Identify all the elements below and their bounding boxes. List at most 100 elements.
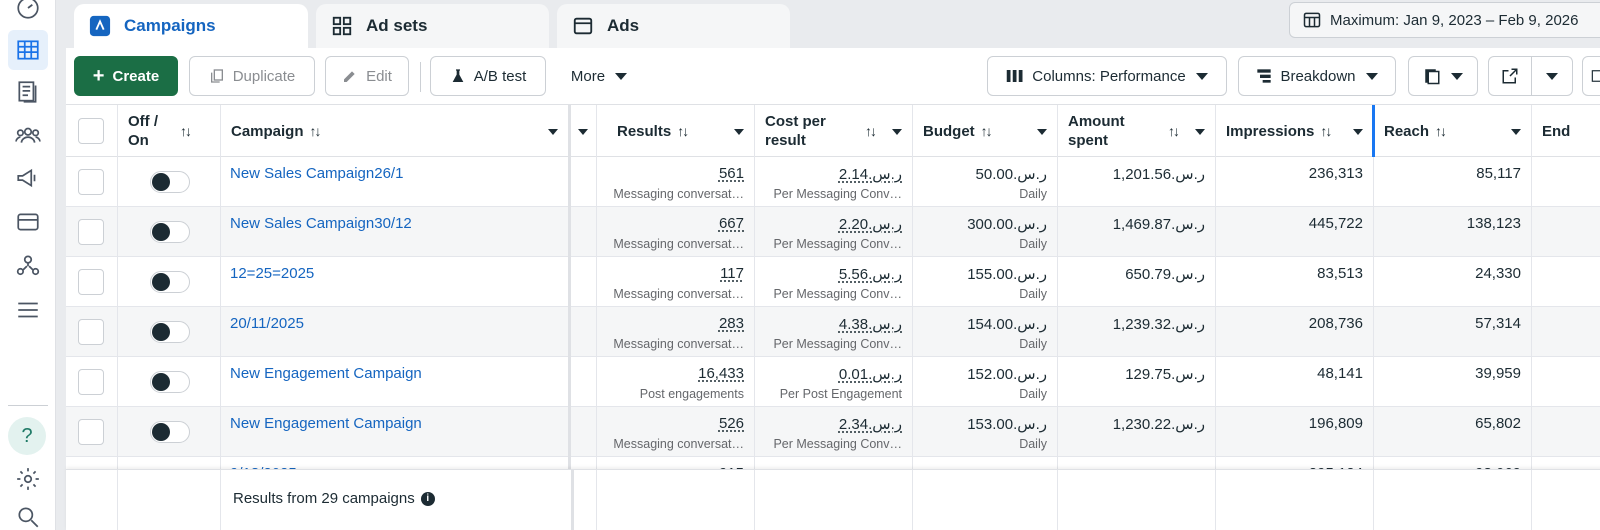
table-row[interactable]: New Sales Campaign30/12 667 Messaging conv… [66,207,1600,257]
campaign-name-link[interactable]: New Sales Campaign30/12 [230,215,412,232]
cost-per-result-value[interactable]: 5.56.ر.س [838,266,902,283]
chevron-down-icon[interactable] [1353,129,1363,135]
table-row[interactable]: New Sales Campaign26/1 561 Messaging conve… [66,157,1600,207]
campaign-name-link[interactable]: New Engagement Campaign [230,415,422,432]
business-icon[interactable] [8,245,48,285]
menu-icon[interactable] [8,290,48,330]
header-delivery-collapsed[interactable] [571,105,597,157]
export-button[interactable] [1488,56,1532,96]
pages-icon[interactable] [8,72,48,112]
campaign-toggle[interactable] [150,221,190,243]
campaign-toggle[interactable] [150,171,190,193]
header-impressions[interactable]: Impressions ↑↓ [1216,105,1374,157]
sort-icon[interactable]: ↑↓ [1168,123,1180,139]
budget-value[interactable]: 154.00.ر.س [967,316,1047,333]
tab-ads[interactable]: Ads [557,4,790,48]
create-button[interactable]: + Create [74,56,178,96]
export-dropdown[interactable] [1531,56,1573,96]
results-value[interactable]: 117 [720,265,744,282]
results-value[interactable]: 526 [718,415,744,432]
cost-per-result-value[interactable]: 0.01.ر.س [838,366,902,383]
sort-icon[interactable]: ↑↓ [677,123,689,139]
row-checkbox[interactable] [78,169,104,195]
header-campaign[interactable]: Campaign ↑↓ [221,105,569,157]
sort-icon[interactable]: ↑↓ [1435,123,1447,139]
frozen-column-divider[interactable] [568,105,571,530]
info-icon[interactable]: i [420,491,435,506]
campaign-toggle[interactable] [150,371,190,393]
results-value[interactable]: 667 [718,215,744,232]
campaigns-table-icon[interactable] [8,30,48,70]
ads-manager-icon[interactable] [8,158,48,198]
more-dropdown[interactable]: More [556,56,642,96]
table-row[interactable]: 20/11/2025 283 Messaging conversat… 4.38.ر.… [66,307,1600,357]
budget-value[interactable]: 152.00.ر.س [967,366,1047,383]
header-ends[interactable]: End [1532,105,1600,157]
results-cell: 561 Messaging conversat… [597,157,755,207]
impressions-value: 83,513 [1317,265,1363,282]
results-value[interactable]: 283 [718,315,744,332]
chevron-down-icon[interactable] [548,129,558,135]
reports-dropdown[interactable] [1408,56,1478,96]
chevron-down-icon[interactable] [578,129,588,135]
breakdown-dropdown[interactable]: Breakdown [1238,56,1396,96]
search-icon[interactable] [8,497,48,530]
row-checkbox[interactable] [78,369,104,395]
budget-value[interactable]: 155.00.ر.س [967,266,1047,283]
sort-icon[interactable]: ↑↓ [980,123,993,139]
date-range-picker[interactable]: Maximum: Jan 9, 2023 – Feb 9, 2026 [1289,2,1600,38]
table-row[interactable]: New Engagement Campaign 526 Messaging conv… [66,407,1600,457]
chevron-down-icon[interactable] [1195,129,1205,135]
billing-icon[interactable] [8,202,48,242]
campaign-name-link[interactable]: New Engagement Campaign [230,365,422,382]
budget-value[interactable]: 300.00.ر.س [967,216,1047,233]
dashboard-icon[interactable] [8,0,48,28]
select-all-checkbox[interactable] [78,118,104,144]
results-value[interactable]: 561 [718,165,744,182]
campaign-name-link[interactable]: New Sales Campaign26/1 [230,165,404,182]
chevron-down-icon[interactable] [892,129,902,135]
tab-ad-sets[interactable]: Ad sets [316,4,549,48]
column-resize-indicator[interactable] [1372,105,1375,157]
tab-campaigns[interactable]: Campaigns [74,4,308,48]
cost-per-result-value[interactable]: 2.14.ر.س [838,166,902,183]
columns-dropdown[interactable]: Columns: Performance [987,56,1227,96]
header-budget[interactable]: Budget ↑↓ [913,105,1058,157]
settings-icon[interactable] [8,459,48,499]
row-checkbox[interactable] [78,219,104,245]
overflow-button[interactable] [1582,56,1600,96]
row-checkbox[interactable] [78,319,104,345]
row-checkbox[interactable] [78,269,104,295]
results-value[interactable]: 16,433 [698,365,744,382]
sort-icon[interactable]: ↑↓ [1320,123,1332,139]
campaign-name-link[interactable]: 12=25=2025 [230,265,315,282]
table-row[interactable]: New Engagement Campaign 16,433 Post engage… [66,357,1600,407]
ab-test-button[interactable]: A/B test [430,56,546,96]
row-checkbox[interactable] [78,419,104,445]
campaign-toggle[interactable] [150,421,190,443]
cost-per-result-value[interactable]: 4.38.ر.س [838,316,902,333]
audiences-icon[interactable] [8,115,48,155]
campaign-name-link[interactable]: 20/11/2025 [230,315,304,332]
table-row[interactable]: 12=25=2025 117 Messaging conversat… 5.56.ر.… [66,257,1600,307]
header-reach[interactable]: Reach ↑↓ [1374,105,1532,157]
chevron-down-icon[interactable] [1037,129,1047,135]
header-cost-per-result[interactable]: Cost per result ↑↓ [755,105,913,157]
budget-value[interactable]: 153.00.ر.س [967,416,1047,433]
campaign-toggle[interactable] [150,271,190,293]
sort-icon[interactable]: ↑↓ [865,123,877,139]
chevron-down-icon[interactable] [1511,129,1521,135]
header-amount-spent[interactable]: Amount spent ↑↓ [1058,105,1216,157]
header-results[interactable]: Results ↑↓ [597,105,755,157]
sort-icon[interactable]: ↑↓ [180,123,192,139]
budget-value[interactable]: 50.00.ر.س [975,166,1047,183]
cost-per-result-value[interactable]: 2.34.ر.س [838,416,902,433]
sort-icon[interactable]: ↑↓ [309,123,322,139]
campaign-toggle[interactable] [150,321,190,343]
help-icon[interactable]: ? [8,417,46,455]
duplicate-button[interactable]: Duplicate [189,56,315,96]
cost-per-result-value[interactable]: 2.20.ر.س [838,216,902,233]
edit-button[interactable]: Edit [325,56,409,96]
header-off-on[interactable]: Off / On ↑↓ [118,105,221,157]
chevron-down-icon[interactable] [734,129,744,135]
